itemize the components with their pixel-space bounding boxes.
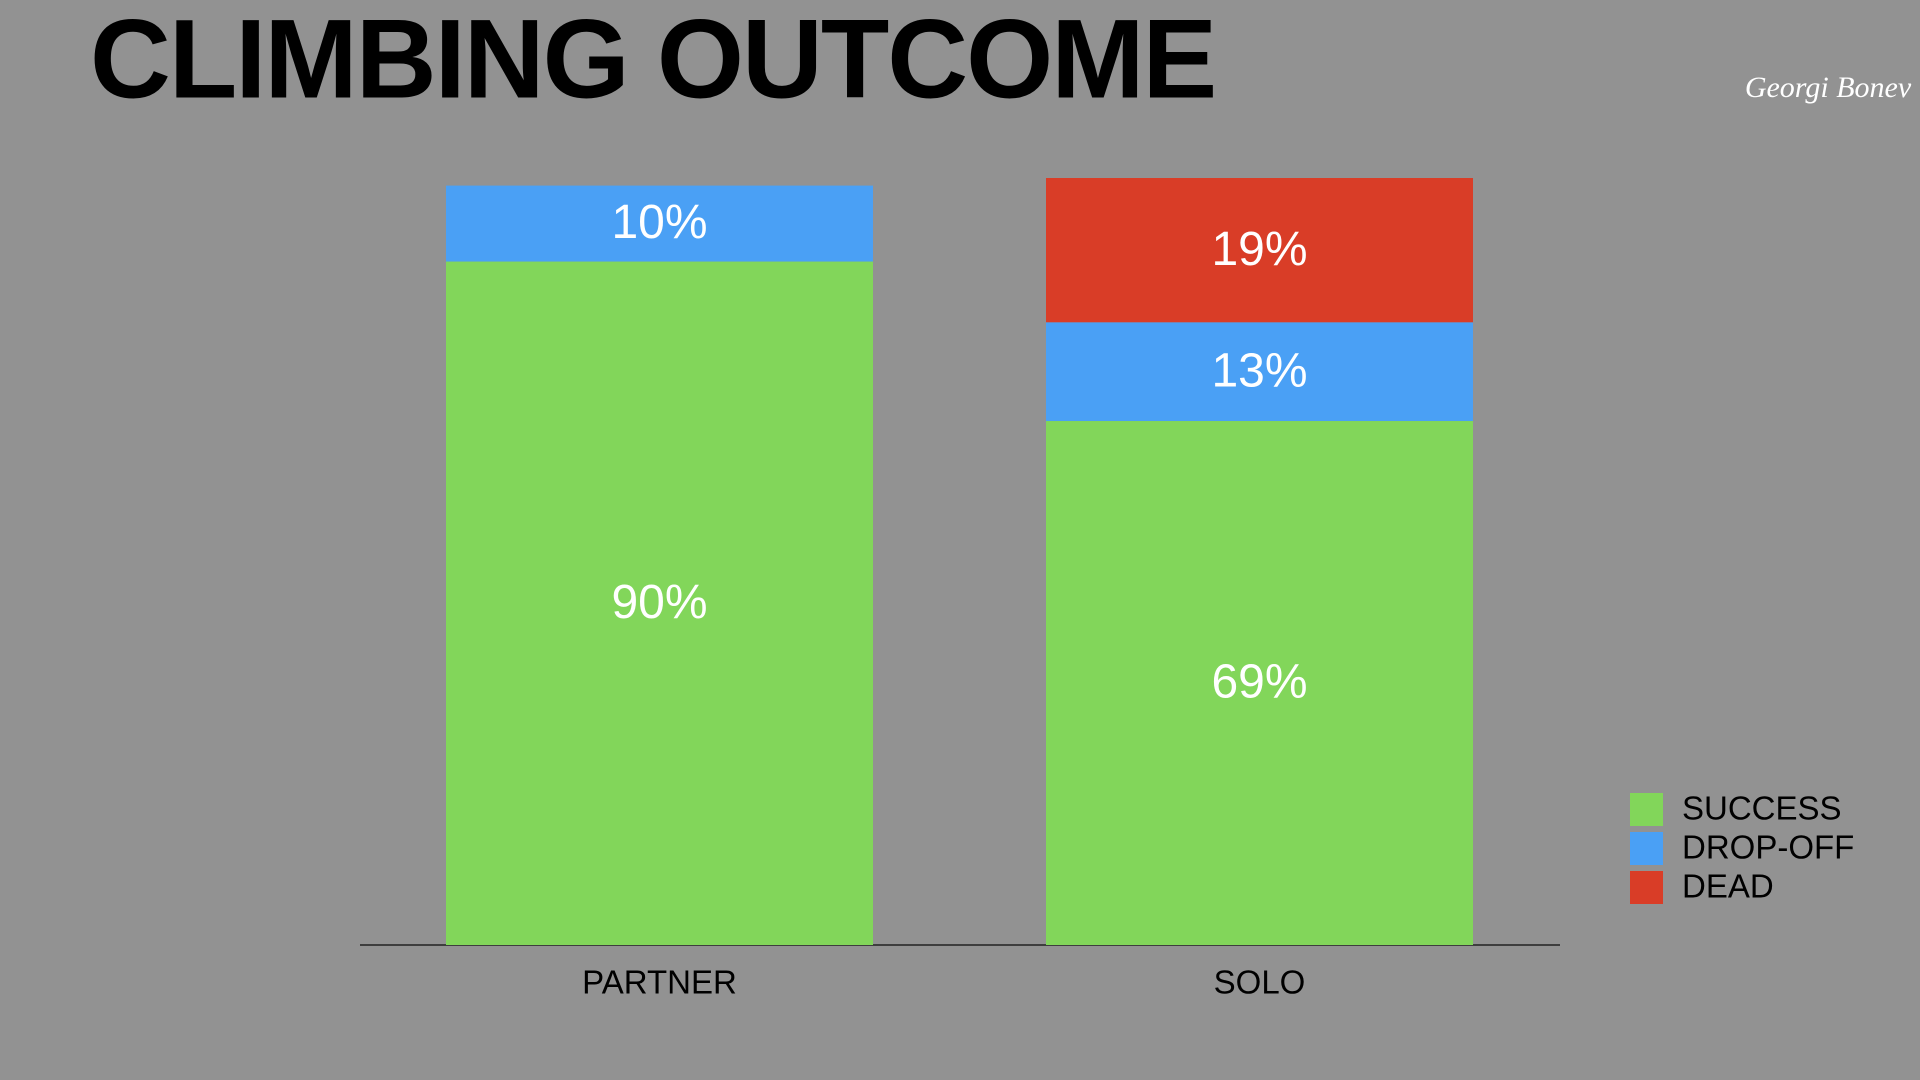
data-label: 19% <box>1211 223 1307 276</box>
legend-swatch <box>1630 793 1663 826</box>
legend-label: SUCCESS <box>1682 790 1842 827</box>
legend-label: DEAD <box>1682 868 1774 905</box>
x-tick-label: SOLO <box>1214 964 1306 1001</box>
chart-title: CLIMBING OUTCOME <box>90 0 1215 122</box>
data-label: 13% <box>1211 344 1307 397</box>
legend-swatch <box>1630 832 1663 865</box>
signature: Georgi Bonev <box>1745 71 1912 104</box>
legend-label: DROP-OFF <box>1682 829 1854 866</box>
data-label: 69% <box>1211 656 1307 709</box>
bar-segment <box>1046 322 1473 422</box>
data-label: 10% <box>611 196 707 249</box>
bar-segment <box>1046 421 1473 945</box>
legend-swatch <box>1630 871 1663 904</box>
bar-segment <box>1046 178 1473 323</box>
bar-segment <box>446 261 873 945</box>
bar-segment <box>446 185 873 262</box>
data-label: 90% <box>611 576 707 629</box>
x-tick-label: PARTNER <box>582 964 737 1001</box>
